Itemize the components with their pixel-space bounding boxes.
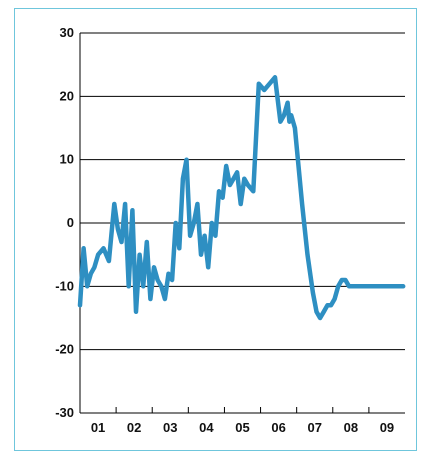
y-tick-label: -30 bbox=[55, 405, 74, 420]
y-tick-label: 30 bbox=[60, 25, 74, 40]
y-tick-label: 20 bbox=[60, 88, 74, 103]
x-tick-label: 08 bbox=[344, 420, 358, 435]
x-tick-label: 06 bbox=[271, 420, 285, 435]
y-tick-label: 0 bbox=[67, 215, 74, 230]
axis-ticks bbox=[115, 407, 370, 413]
series-layer bbox=[77, 75, 406, 321]
x-tick-label: 02 bbox=[127, 420, 141, 435]
y-tick-label: -20 bbox=[55, 342, 74, 357]
y-tick-label: -10 bbox=[55, 278, 74, 293]
y-tick-label: 10 bbox=[60, 152, 74, 167]
x-tick-label: 07 bbox=[307, 420, 321, 435]
x-tick-label: 01 bbox=[91, 420, 105, 435]
axis-labels: 30 20 10 0 -10 -20 -30 01 02 03 04 05 06 07 08 09 bbox=[55, 25, 394, 435]
x-tick-label: 04 bbox=[199, 420, 214, 435]
x-tick-label: 03 bbox=[163, 420, 177, 435]
series-line-0 bbox=[77, 75, 406, 321]
x-tick-label: 09 bbox=[380, 420, 394, 435]
gridlines bbox=[79, 32, 405, 414]
x-tick-label: 05 bbox=[235, 420, 249, 435]
